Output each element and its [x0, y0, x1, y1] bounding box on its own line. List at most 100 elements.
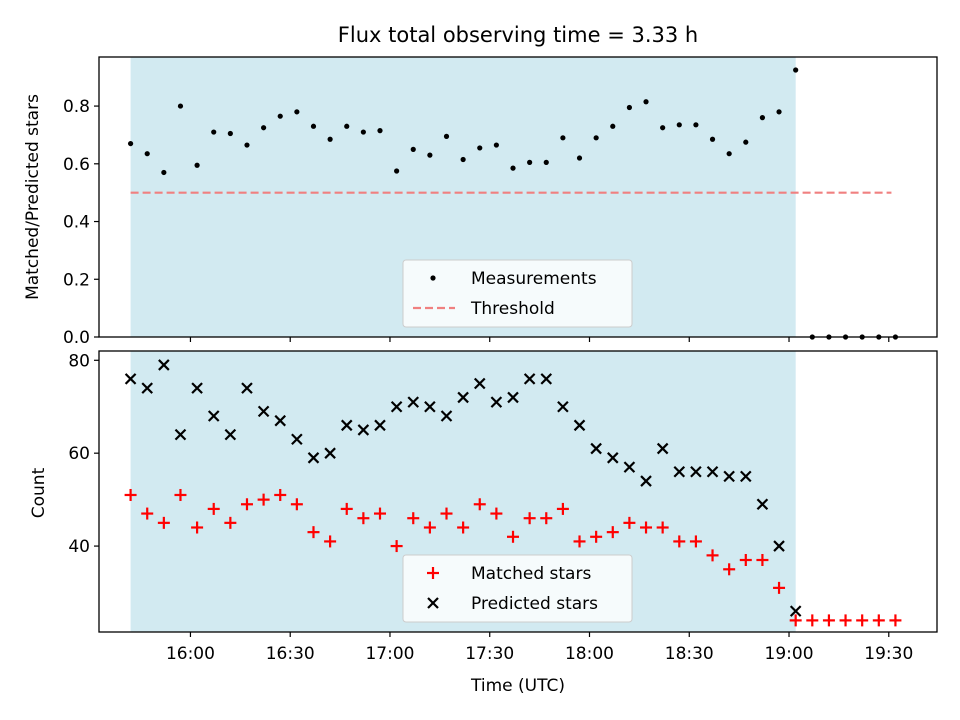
predicted-stars-point-b: [141, 382, 153, 394]
predicted-stars-point: [640, 475, 652, 487]
x-tick-label: 17:00: [365, 644, 414, 664]
predicted-stars-point: [407, 396, 420, 408]
top-series-measurements: [127, 67, 899, 340]
top-y-tick-label: 0.2: [63, 270, 90, 290]
matched-stars-point: [191, 521, 204, 534]
matched-stars-point: [590, 530, 603, 543]
matched-stars-point: [623, 516, 636, 529]
measurement-point: [643, 99, 649, 105]
top-y-axis-label: Matched/Predicted stars: [23, 94, 43, 300]
predicted-stars-point: [257, 405, 270, 418]
matched-stars-point: [689, 535, 702, 548]
matched-stars-point: [606, 526, 619, 539]
measurement-point: [377, 128, 383, 134]
predicted-stars-point: [307, 452, 320, 464]
matched-stars-point: [473, 498, 486, 511]
predicted-stars-point: [507, 391, 519, 404]
top-y-tick-label: 0.0: [63, 328, 90, 348]
predicted-stars-point: [523, 373, 536, 385]
predicted-stars-point-b: [673, 465, 686, 478]
measurement-point: [294, 109, 300, 115]
matched-stars-point: [523, 512, 536, 525]
predicted-stars-point-b: [573, 419, 586, 432]
predicted-stars-point-b: [407, 396, 420, 408]
predicted-stars-point-b: [424, 400, 436, 413]
predicted-stars-point-b: [207, 410, 220, 422]
matched-stars-point: [124, 488, 137, 501]
matched-stars-point: [257, 493, 270, 506]
predicted-stars-point: [374, 419, 386, 432]
predicted-stars-point-b: [374, 419, 386, 432]
chart-title: Flux total observing time = 3.33 h: [338, 23, 698, 47]
measurement-point: [261, 125, 267, 131]
predicted-stars-point: [723, 470, 735, 483]
x-tick-label: 18:00: [565, 644, 614, 664]
predicted-stars-point: [124, 373, 137, 385]
predicted-stars-point-b: [124, 373, 137, 385]
top-legend: Measurements Threshold: [402, 259, 633, 328]
predicted-stars-point: [540, 373, 553, 385]
predicted-stars-point: [424, 400, 436, 413]
predicted-stars-point-b: [756, 498, 769, 511]
measurement-point: [743, 139, 749, 145]
predicted-stars-point-b: [656, 442, 669, 455]
measurement-point: [360, 129, 366, 135]
predicted-stars-point: [573, 419, 586, 432]
matched-stars-point: [839, 614, 852, 627]
measurement-point: [177, 103, 184, 109]
measurement-point: [493, 142, 499, 148]
predicted-stars-point-b: [640, 475, 652, 487]
measurement-point: [443, 133, 450, 139]
measurement-point: [510, 165, 516, 171]
measurement-point: [593, 135, 599, 141]
predicted-stars-legend-marker: [427, 597, 439, 609]
measurement-point: [410, 146, 416, 152]
matched-stars-point: [507, 530, 520, 543]
predicted-stars-point: [141, 382, 153, 394]
matched-stars-point: [673, 535, 686, 548]
predicted-stars-point-b: [723, 470, 735, 483]
predicted-stars-point: [440, 410, 453, 422]
bottom-y-tick-label: 60: [68, 444, 90, 464]
measurement-point: [693, 122, 699, 128]
predicted-stars-legend-label: Predicted stars: [471, 594, 598, 614]
matched-stars-point: [290, 498, 303, 511]
predicted-stars-point: [706, 465, 719, 478]
predicted-stars-point: [740, 470, 752, 483]
matched-stars-point: [872, 614, 885, 627]
threshold-legend-label: Threshold: [470, 299, 555, 319]
predicted-stars-point-b: [690, 465, 702, 478]
matched-stars-point: [141, 507, 154, 520]
measurement-point: [144, 151, 150, 157]
predicted-stars-point: [390, 400, 403, 413]
x-tick-label: 16:30: [266, 644, 315, 664]
measurement-point: [127, 140, 134, 147]
x-tick-label: 19:00: [765, 644, 814, 664]
measurement-point: [560, 135, 566, 141]
predicted-stars-point-b: [257, 405, 270, 418]
predicted-stars-point: [673, 465, 686, 478]
measurement-point: [776, 109, 782, 115]
top-y-tick-label: 0.6: [63, 155, 90, 175]
measurement-point: [477, 145, 483, 151]
predicted-stars-point: [174, 428, 187, 441]
predicted-stars-point: [457, 391, 469, 404]
predicted-stars-point: [773, 540, 785, 552]
bottom-legend: Matched stars Predicted stars: [402, 554, 633, 623]
top-y-tick-label: 0.8: [63, 97, 90, 117]
matched-stars-point: [656, 521, 669, 534]
top-x-axis: [189, 337, 890, 342]
matched-stars-point: [174, 488, 187, 501]
predicted-stars-point: [191, 382, 203, 394]
matched-stars-point: [556, 502, 569, 515]
measurement-point: [527, 159, 533, 165]
predicted-stars-point-b: [789, 605, 802, 617]
predicted-stars-point-b: [606, 452, 619, 464]
matched-stars-point: [274, 488, 287, 501]
predicted-stars-point: [324, 447, 336, 459]
matched-stars-point: [390, 540, 403, 553]
predicted-stars-point-b: [274, 414, 287, 427]
measurement-point: [394, 168, 400, 174]
top-legend-box: [402, 259, 633, 328]
